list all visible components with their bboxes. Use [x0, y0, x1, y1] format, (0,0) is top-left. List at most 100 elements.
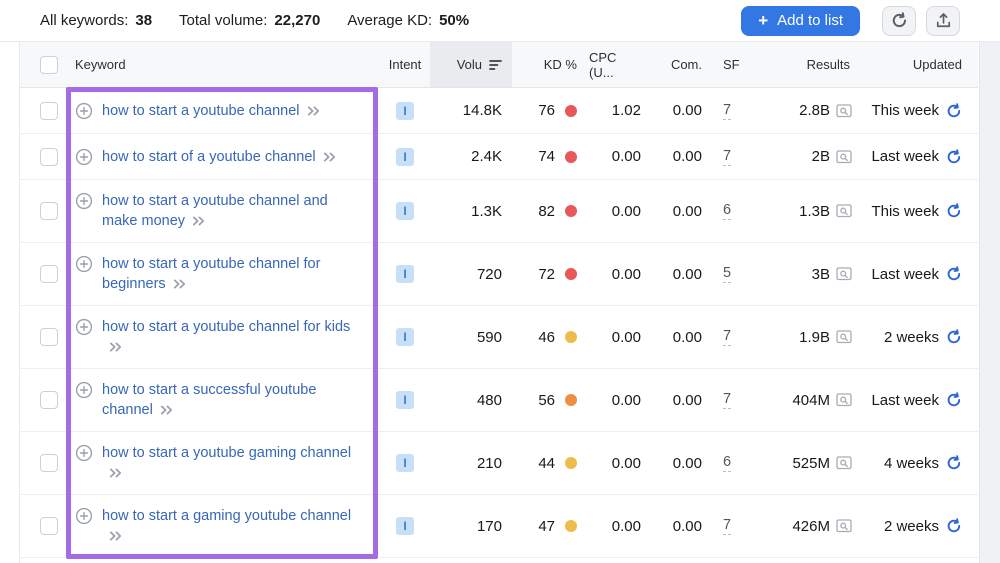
- keyword-link[interactable]: how to start a youtube channel: [102, 102, 300, 119]
- kd-value: 47: [538, 517, 555, 535]
- keyword-link[interactable]: how to start a youtube channel for begin…: [102, 256, 321, 292]
- col-header-sf[interactable]: SF: [723, 57, 740, 72]
- row-checkbox[interactable]: [40, 454, 58, 472]
- serp-icon[interactable]: [836, 329, 852, 345]
- keyword-stats: All keywords: 38 Total volume: 22,270 Av…: [40, 12, 469, 29]
- select-all-checkbox[interactable]: [40, 55, 58, 74]
- expand-keyword-icon[interactable]: [307, 106, 320, 116]
- refresh-metrics-icon[interactable]: [946, 148, 962, 165]
- updated-value: Last week: [871, 391, 939, 409]
- col-header-keyword[interactable]: Keyword: [75, 57, 126, 72]
- serp-icon[interactable]: [836, 149, 852, 165]
- serp-icon[interactable]: [836, 103, 852, 119]
- keyword-table: Keyword Intent Volu KD % CPC (U... Com. …: [20, 42, 978, 558]
- add-to-list-label: Add to list: [777, 12, 843, 29]
- stat-average-kd: Average KD: 50%: [347, 12, 469, 29]
- row-checkbox[interactable]: [40, 202, 58, 220]
- keyword-link[interactable]: how to start a successful youtube channe…: [102, 382, 317, 418]
- serp-icon[interactable]: [836, 266, 852, 282]
- add-keyword-icon[interactable]: [75, 192, 93, 210]
- serp-features-count[interactable]: 7: [723, 328, 732, 346]
- add-to-list-button[interactable]: + Add to list: [741, 5, 860, 36]
- row-checkbox[interactable]: [40, 147, 58, 166]
- keyword-link[interactable]: how to start a youtube gaming channel: [102, 445, 352, 461]
- keyword-cell: how to start a youtube channel and make …: [75, 191, 372, 231]
- intent-badge[interactable]: I: [396, 454, 414, 472]
- col-header-cpc[interactable]: CPC (U...: [589, 49, 617, 80]
- add-keyword-icon[interactable]: [75, 102, 93, 120]
- refresh-metrics-icon[interactable]: [946, 102, 962, 119]
- row-checkbox[interactable]: [40, 265, 58, 283]
- serp-features-count[interactable]: 6: [723, 454, 732, 472]
- keyword-cell: how to start a gaming youtube channel: [75, 506, 372, 546]
- intent-badge[interactable]: I: [396, 202, 414, 220]
- add-keyword-icon[interactable]: [75, 148, 93, 166]
- updated-value: 2 weeks: [883, 517, 939, 535]
- cpc-value: 0.00: [611, 328, 641, 346]
- col-header-kd[interactable]: KD %: [543, 57, 577, 72]
- results-value: 1.9B: [799, 328, 830, 346]
- serp-icon[interactable]: [836, 518, 852, 534]
- col-header-updated[interactable]: Updated: [912, 57, 962, 72]
- refresh-metrics-icon[interactable]: [946, 266, 962, 282]
- refresh-metrics-icon[interactable]: [946, 518, 962, 534]
- refresh-button[interactable]: [882, 5, 916, 36]
- expand-keyword-icon[interactable]: [173, 279, 186, 289]
- volume-value: 14.8K: [462, 102, 502, 119]
- intent-badge[interactable]: I: [396, 101, 414, 120]
- serp-features-count[interactable]: 7: [723, 517, 732, 535]
- add-keyword-icon[interactable]: [75, 444, 93, 462]
- col-header-com[interactable]: Com.: [670, 57, 702, 72]
- export-button[interactable]: [926, 5, 960, 36]
- competition-value: 0.00: [672, 148, 702, 165]
- serp-features-count[interactable]: 5: [723, 265, 732, 283]
- keyword-link[interactable]: how to start a gaming youtube channel: [102, 508, 352, 524]
- row-checkbox[interactable]: [40, 328, 58, 346]
- expand-keyword-icon[interactable]: [323, 151, 336, 162]
- intent-badge[interactable]: I: [396, 328, 414, 346]
- serp-icon[interactable]: [836, 455, 852, 471]
- intent-badge[interactable]: I: [396, 147, 414, 166]
- expand-keyword-icon[interactable]: [192, 216, 205, 226]
- add-keyword-icon[interactable]: [75, 318, 93, 336]
- volume-value: 210: [476, 454, 502, 472]
- row-checkbox[interactable]: [40, 101, 58, 120]
- keyword-text: how to start a gaming youtube channel: [102, 506, 354, 546]
- intent-badge[interactable]: I: [396, 391, 414, 409]
- row-checkbox[interactable]: [40, 391, 58, 409]
- kd-value: 72: [538, 265, 555, 283]
- refresh-metrics-icon[interactable]: [946, 329, 962, 345]
- expand-keyword-icon[interactable]: [109, 468, 122, 478]
- serp-features-count[interactable]: 7: [723, 101, 732, 120]
- updated-value: Last week: [871, 148, 939, 165]
- expand-keyword-icon[interactable]: [109, 531, 122, 541]
- add-keyword-icon[interactable]: [75, 381, 93, 399]
- serp-icon[interactable]: [836, 392, 852, 408]
- keyword-link[interactable]: how to start a youtube channel for kids: [102, 319, 351, 335]
- add-keyword-icon[interactable]: [75, 255, 93, 273]
- expand-keyword-icon[interactable]: [160, 405, 173, 415]
- serp-features-count[interactable]: 6: [723, 202, 732, 220]
- col-header-volume[interactable]: Volu: [430, 42, 512, 87]
- add-keyword-icon[interactable]: [75, 507, 93, 525]
- table-row: how to start a youtube channel for begin…: [20, 243, 978, 306]
- expand-keyword-icon[interactable]: [109, 342, 122, 352]
- kd-value: 46: [538, 328, 555, 346]
- refresh-metrics-icon[interactable]: [946, 203, 962, 219]
- row-checkbox[interactable]: [40, 517, 58, 535]
- stat-value: 22,270: [274, 12, 321, 29]
- intent-badge[interactable]: I: [396, 517, 414, 535]
- col-header-intent[interactable]: Intent: [388, 57, 422, 72]
- keyword-link[interactable]: how to start a youtube channel and make …: [102, 193, 328, 229]
- refresh-metrics-icon[interactable]: [946, 455, 962, 471]
- serp-features-count[interactable]: 7: [723, 391, 732, 409]
- cpc-value: 0.00: [611, 454, 641, 472]
- serp-icon[interactable]: [836, 203, 852, 219]
- table-row: how to start a youtube channel and make …: [20, 180, 978, 243]
- refresh-metrics-icon[interactable]: [946, 392, 962, 408]
- serp-features-count[interactable]: 7: [723, 147, 732, 166]
- table-row: how to start a successful youtube channe…: [20, 369, 978, 432]
- col-header-results[interactable]: Results: [806, 57, 850, 72]
- intent-badge[interactable]: I: [396, 265, 414, 283]
- keyword-link[interactable]: how to start of a youtube channel: [102, 148, 316, 165]
